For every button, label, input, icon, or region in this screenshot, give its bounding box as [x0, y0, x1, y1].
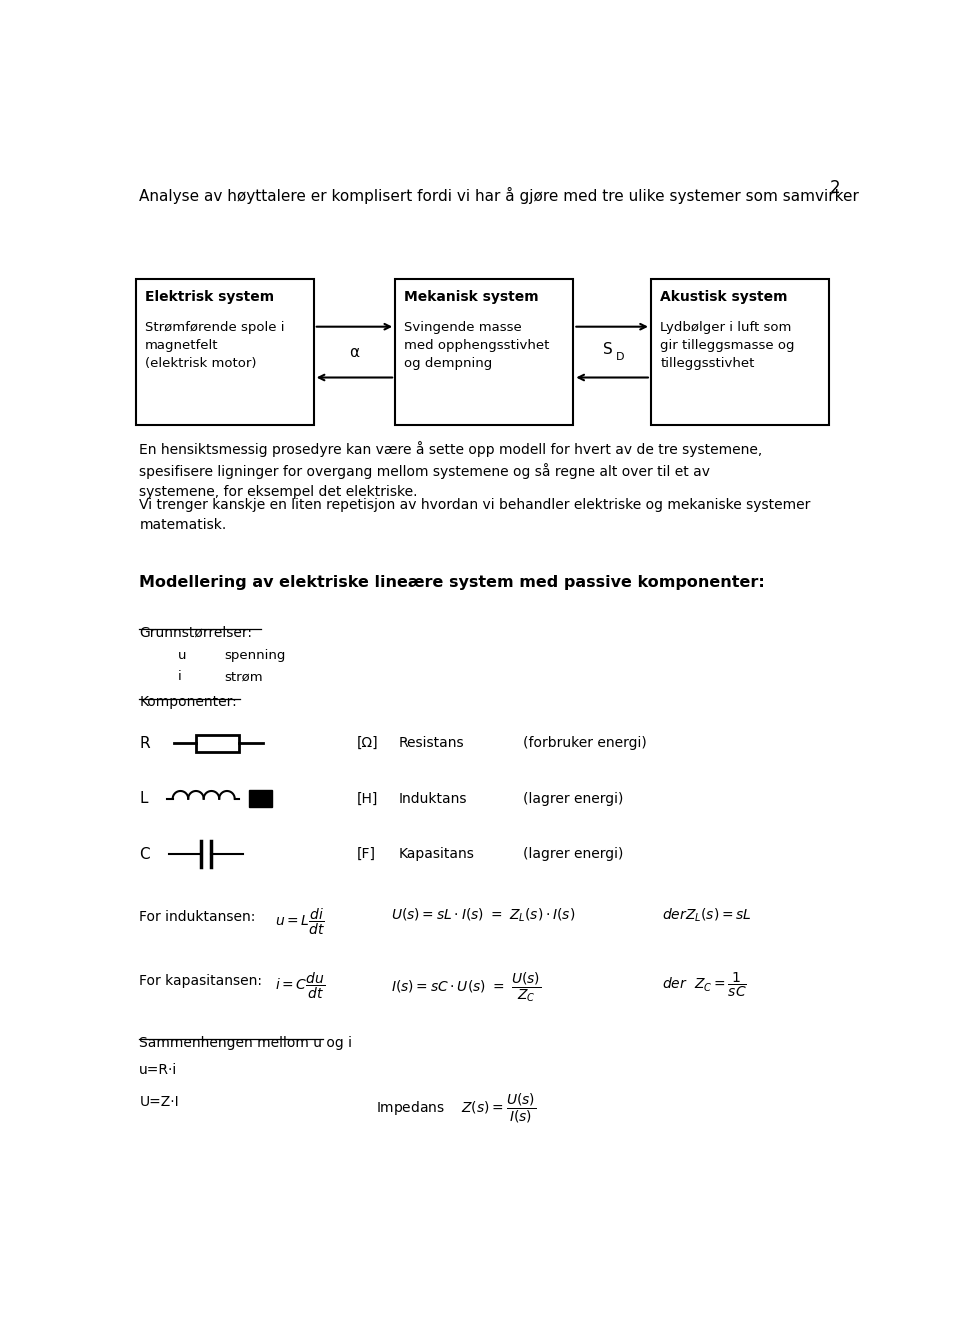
Text: S: S: [604, 342, 613, 358]
Text: (forbruker energi): (forbruker energi): [523, 737, 647, 750]
Text: $I(s) = sC \cdot U(s)\ =\ \dfrac{U(s)}{Z_C}$: $I(s) = sC \cdot U(s)\ =\ \dfrac{U(s)}{Z…: [392, 971, 541, 1004]
Text: Akustisk system: Akustisk system: [660, 290, 787, 303]
Text: Induktans: Induktans: [399, 791, 468, 806]
Text: u: u: [179, 649, 186, 661]
Bar: [651, 279, 829, 426]
Text: Lydbølger i luft som
gir tilleggsmasse og
tilleggsstivhet: Lydbølger i luft som gir tilleggsmasse o…: [660, 322, 795, 370]
Text: $der\ \ Z_C = \dfrac{1}{sC}$: $der\ \ Z_C = \dfrac{1}{sC}$: [662, 971, 747, 999]
Text: Modellering av elektriske lineære system med passive komponenter:: Modellering av elektriske lineære system…: [139, 576, 765, 591]
Text: [H]: [H]: [356, 791, 377, 806]
Text: Vi trenger kanskje en liten repetisjon av hvordan vi behandler elektriske og mek: Vi trenger kanskje en liten repetisjon a…: [139, 499, 811, 532]
Text: D: D: [615, 351, 624, 362]
Text: Sammenhengen mellom u og i: Sammenhengen mellom u og i: [139, 1036, 352, 1049]
Text: i: i: [179, 670, 181, 684]
Text: For induktansen:: For induktansen:: [139, 910, 255, 924]
Text: [Ω]: [Ω]: [356, 737, 378, 750]
Text: spenning: spenning: [225, 649, 286, 661]
Text: $U(s) = sL \cdot I(s)\ =\ Z_L(s)\cdot I(s)$: $U(s) = sL \cdot I(s)\ =\ Z_L(s)\cdot I(…: [392, 907, 576, 924]
Text: L: L: [139, 791, 148, 806]
Text: Resistans: Resistans: [399, 737, 465, 750]
Text: (lagrer energi): (lagrer energi): [523, 847, 623, 861]
Text: [F]: [F]: [356, 847, 375, 861]
Bar: [135, 279, 314, 426]
Text: Elektrisk system: Elektrisk system: [145, 290, 274, 303]
Text: u=R·i: u=R·i: [139, 1063, 178, 1077]
Text: 2: 2: [830, 178, 841, 197]
Text: α: α: [349, 344, 359, 359]
Text: En hensiktsmessig prosedyre kan være å sette opp modell for hvert av de tre syst: En hensiktsmessig prosedyre kan være å s…: [139, 440, 762, 499]
Text: Grunnstørrelser:: Grunnstørrelser:: [139, 625, 252, 640]
Text: $u = L\dfrac{di}{dt}$: $u = L\dfrac{di}{dt}$: [275, 907, 325, 936]
Text: strøm: strøm: [225, 670, 263, 684]
Text: U=Z·I: U=Z·I: [139, 1095, 179, 1109]
Bar: [396, 279, 573, 426]
Text: Kapasitans: Kapasitans: [399, 847, 475, 861]
Text: (lagrer energi): (lagrer energi): [523, 791, 623, 806]
Text: $derZ_L(s) = sL$: $derZ_L(s) = sL$: [662, 907, 752, 924]
Text: Svingende masse
med opphengsstivhet
og dempning: Svingende masse med opphengsstivhet og d…: [404, 322, 550, 370]
Text: C: C: [139, 847, 150, 862]
Text: Strømførende spole i
magnetfelt
(elektrisk motor): Strømførende spole i magnetfelt (elektri…: [145, 322, 284, 370]
Bar: [249, 790, 272, 807]
Text: Komponenter:: Komponenter:: [139, 694, 237, 709]
Text: Mekanisk system: Mekanisk system: [404, 290, 540, 303]
Text: $i = C\dfrac{du}{dt}$: $i = C\dfrac{du}{dt}$: [275, 971, 325, 1000]
Text: For kapasitansen:: For kapasitansen:: [139, 975, 262, 988]
Text: Impedans    $Z(s) = \dfrac{U(s)}{I(s)}$: Impedans $Z(s) = \dfrac{U(s)}{I(s)}$: [375, 1092, 536, 1125]
Text: R: R: [139, 735, 150, 750]
Text: Analyse av høyttalere er komplisert fordi vi har å gjøre med tre ulike systemer : Analyse av høyttalere er komplisert ford…: [139, 186, 859, 203]
Bar: [196, 734, 239, 751]
